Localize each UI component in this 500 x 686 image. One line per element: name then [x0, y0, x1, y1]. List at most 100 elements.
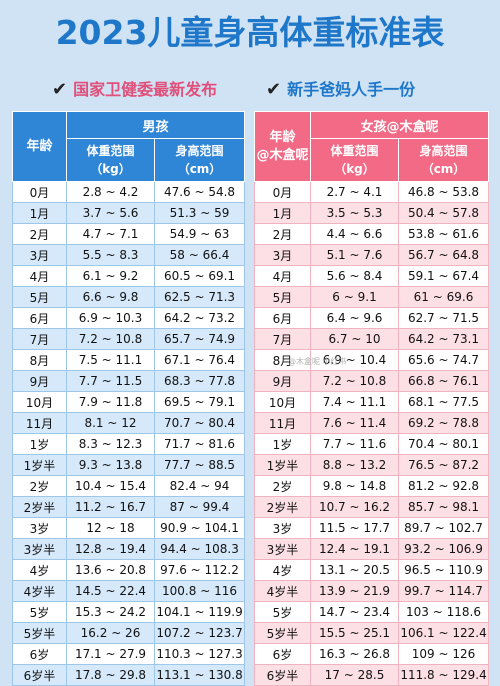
table-row: 3岁 12 ~ 18 90.9 ~ 104.1	[12, 517, 246, 539]
table-row: 11月 8.1 ~ 12 70.7 ~ 80.4	[12, 412, 246, 434]
girls-weight-cell: 12.4 ~ 19.1	[310, 538, 399, 560]
boys-age-cell: 4岁	[12, 559, 67, 581]
girls-height-cell: 46.8 ~ 53.8	[397, 181, 490, 203]
boys-age-cell: 9月	[12, 370, 67, 392]
girls-age-cell: 5月	[254, 286, 311, 308]
girls-weight-cell: 6.9 ~ 10.4	[310, 349, 399, 371]
boys-age-cell: 1岁半	[12, 454, 67, 476]
girls-weight-cell: 14.7 ~ 23.4	[310, 601, 399, 623]
boys-weight-cell: 6.6 ~ 9.8	[66, 286, 155, 308]
girls-age-cell: 3月	[254, 244, 311, 266]
girls-height-cell: 53.8 ~ 61.6	[397, 223, 490, 245]
girls-age-cell: 2月	[254, 223, 311, 245]
boys-age-cell: 2月	[12, 223, 67, 245]
girls-age-header: 年龄 @木盒呢	[254, 111, 311, 182]
boys-age-cell: 10月	[12, 391, 67, 413]
girls-weight-cell: 6.4 ~ 9.6	[310, 307, 399, 329]
table-row: 0月 2.7 ~ 4.1 46.8 ~ 53.8	[254, 181, 490, 203]
girls-height-cell: 68.1 ~ 77.5	[397, 391, 490, 413]
boys-weight-cell: 15.3 ~ 24.2	[66, 601, 155, 623]
check-icon: ✔	[266, 79, 282, 100]
boys-height-cell: 64.2 ~ 73.2	[153, 307, 246, 329]
table-row: 4月 5.6 ~ 8.4 59.1 ~ 67.4	[254, 265, 490, 287]
boys-age-cell: 11月	[12, 412, 67, 434]
girls-weight-cell: 17 ~ 28.5	[310, 664, 399, 686]
table-row: 8月 7.5 ~ 11.1 67.1 ~ 76.4	[12, 349, 246, 371]
girls-weight-cell: 10.7 ~ 16.2	[310, 496, 399, 518]
girls-weight-cell: 5.1 ~ 7.6	[310, 244, 399, 266]
girls-age-cell: 2岁	[254, 475, 311, 497]
table-row: 3岁半 12.4 ~ 19.1 93.2 ~ 106.9	[254, 538, 490, 560]
table-row: 10月 7.9 ~ 11.8 69.5 ~ 79.1	[12, 391, 246, 413]
girls-age-cell: 7月	[254, 328, 311, 350]
girls-height-cell: 56.7 ~ 64.8	[397, 244, 490, 266]
girls-weight-cell: 7.7 ~ 11.6	[310, 433, 399, 455]
boys-age-cell: 4岁半	[12, 580, 67, 602]
table-row: 1月 3.7 ~ 5.6 51.3 ~ 59	[12, 202, 246, 224]
table-row: 4月 6.1 ~ 9.2 60.5 ~ 69.1	[12, 265, 246, 287]
table-row: 1岁 8.3 ~ 12.3 71.7 ~ 81.6	[12, 433, 246, 455]
table-row: 5岁半 15.5 ~ 25.1 106.1 ~ 122.4	[254, 622, 490, 644]
boys-age-cell: 6岁半	[12, 664, 67, 686]
table-row: 2月 4.7 ~ 7.1 54.9 ~ 63	[12, 223, 246, 245]
boys-age-cell: 3月	[12, 244, 67, 266]
girls-age-cell: 4月	[254, 265, 311, 287]
boys-height-cell: 104.1 ~ 119.9	[153, 601, 246, 623]
girls-height-cell: 93.2 ~ 106.9	[397, 538, 490, 560]
boys-height-cell: 77.7 ~ 88.5	[153, 454, 246, 476]
boys-height-cell: 58 ~ 66.4	[153, 244, 246, 266]
table-row: 3月 5.1 ~ 7.6 56.7 ~ 64.8	[254, 244, 490, 266]
table-row: 4岁半 13.9 ~ 21.9 99.7 ~ 114.7	[254, 580, 490, 602]
girls-weight-cell: 7.2 ~ 10.8	[310, 370, 399, 392]
table-row: 0月 2.8 ~ 4.2 47.6 ~ 54.8	[12, 181, 246, 203]
boys-age-cell: 0月	[12, 181, 67, 203]
girls-table: 年龄 @木盒呢 女孩@木盒呢 体重范围 （kg） 身高范围 （cm） 0月 2.7 ~ …	[254, 111, 490, 686]
table-row: 5岁半 16.2 ~ 26 107.2 ~ 123.7	[12, 622, 246, 644]
boys-height-header-line1: 身高范围	[175, 144, 224, 158]
boys-height-cell: 47.6 ~ 54.8	[153, 181, 246, 203]
boys-weight-cell: 2.8 ~ 4.2	[66, 181, 155, 203]
girls-weight-cell: 11.5 ~ 17.7	[310, 517, 399, 539]
boys-age-cell: 8月	[12, 349, 67, 371]
table-row: 6岁半 17 ~ 28.5 111.8 ~ 129.4	[254, 664, 490, 686]
boys-weight-cell: 12.8 ~ 19.4	[66, 538, 155, 560]
table-row: 6月 6.9 ~ 10.3 64.2 ~ 73.2	[12, 307, 246, 329]
girls-age-cell: 6月	[254, 307, 311, 329]
girls-height-header-line2: （cm）	[421, 162, 466, 176]
boys-age-cell: 6月	[12, 307, 67, 329]
table-row: 2岁半 10.7 ~ 16.2 85.7 ~ 98.1	[254, 496, 490, 518]
girls-weight-cell: 6 ~ 9.1	[310, 286, 399, 308]
girls-height-cell: 99.7 ~ 114.7	[397, 580, 490, 602]
girls-age-cell: 2岁半	[254, 496, 311, 518]
girls-height-cell: 76.5 ~ 87.2	[397, 454, 490, 476]
girls-age-cell: 6岁半	[254, 664, 311, 686]
table-row: 3岁 11.5 ~ 17.7 89.7 ~ 102.7	[254, 517, 490, 539]
boys-weight-cell: 7.5 ~ 11.1	[66, 349, 155, 371]
boys-age-cell: 1月	[12, 202, 67, 224]
girls-weight-cell: 13.1 ~ 20.5	[310, 559, 399, 581]
boys-weight-header-line2: （kg）	[90, 162, 131, 176]
girls-age-cell: 0月	[254, 181, 311, 203]
girls-age-cell: 9月	[254, 370, 311, 392]
boys-age-header: 年龄	[12, 111, 67, 182]
girls-age-header-line1: 年龄	[269, 129, 296, 145]
table-row: 6岁 16.3 ~ 26.8 109 ~ 126	[254, 643, 490, 665]
girls-weight-cell: 13.9 ~ 21.9	[310, 580, 399, 602]
girls-height-cell: 61 ~ 69.6	[397, 286, 490, 308]
girls-height-cell: 62.7 ~ 71.5	[397, 307, 490, 329]
table-row: 2岁 10.4 ~ 15.4 82.4 ~ 94	[12, 475, 246, 497]
girls-height-cell: 111.8 ~ 129.4	[397, 664, 490, 686]
boys-age-cell: 6岁	[12, 643, 67, 665]
boys-weight-cell: 9.3 ~ 13.8	[66, 454, 155, 476]
boys-age-cell: 2岁半	[12, 496, 67, 518]
girls-age-cell: 5岁	[254, 601, 311, 623]
girls-height-cell: 65.6 ~ 74.7	[397, 349, 490, 371]
boys-height-cell: 113.1 ~ 130.8	[153, 664, 246, 686]
boys-height-cell: 90.9 ~ 104.1	[153, 517, 246, 539]
girls-group-header: 女孩@木盒呢	[309, 111, 490, 139]
boys-group-header: 男孩	[65, 111, 246, 139]
boys-height-cell: 94.4 ~ 108.3	[153, 538, 246, 560]
boys-height-header-line2: （cm）	[177, 162, 222, 176]
boys-age-cell: 5月	[12, 286, 67, 308]
table-row: 5岁 15.3 ~ 24.2 104.1 ~ 119.9	[12, 601, 246, 623]
